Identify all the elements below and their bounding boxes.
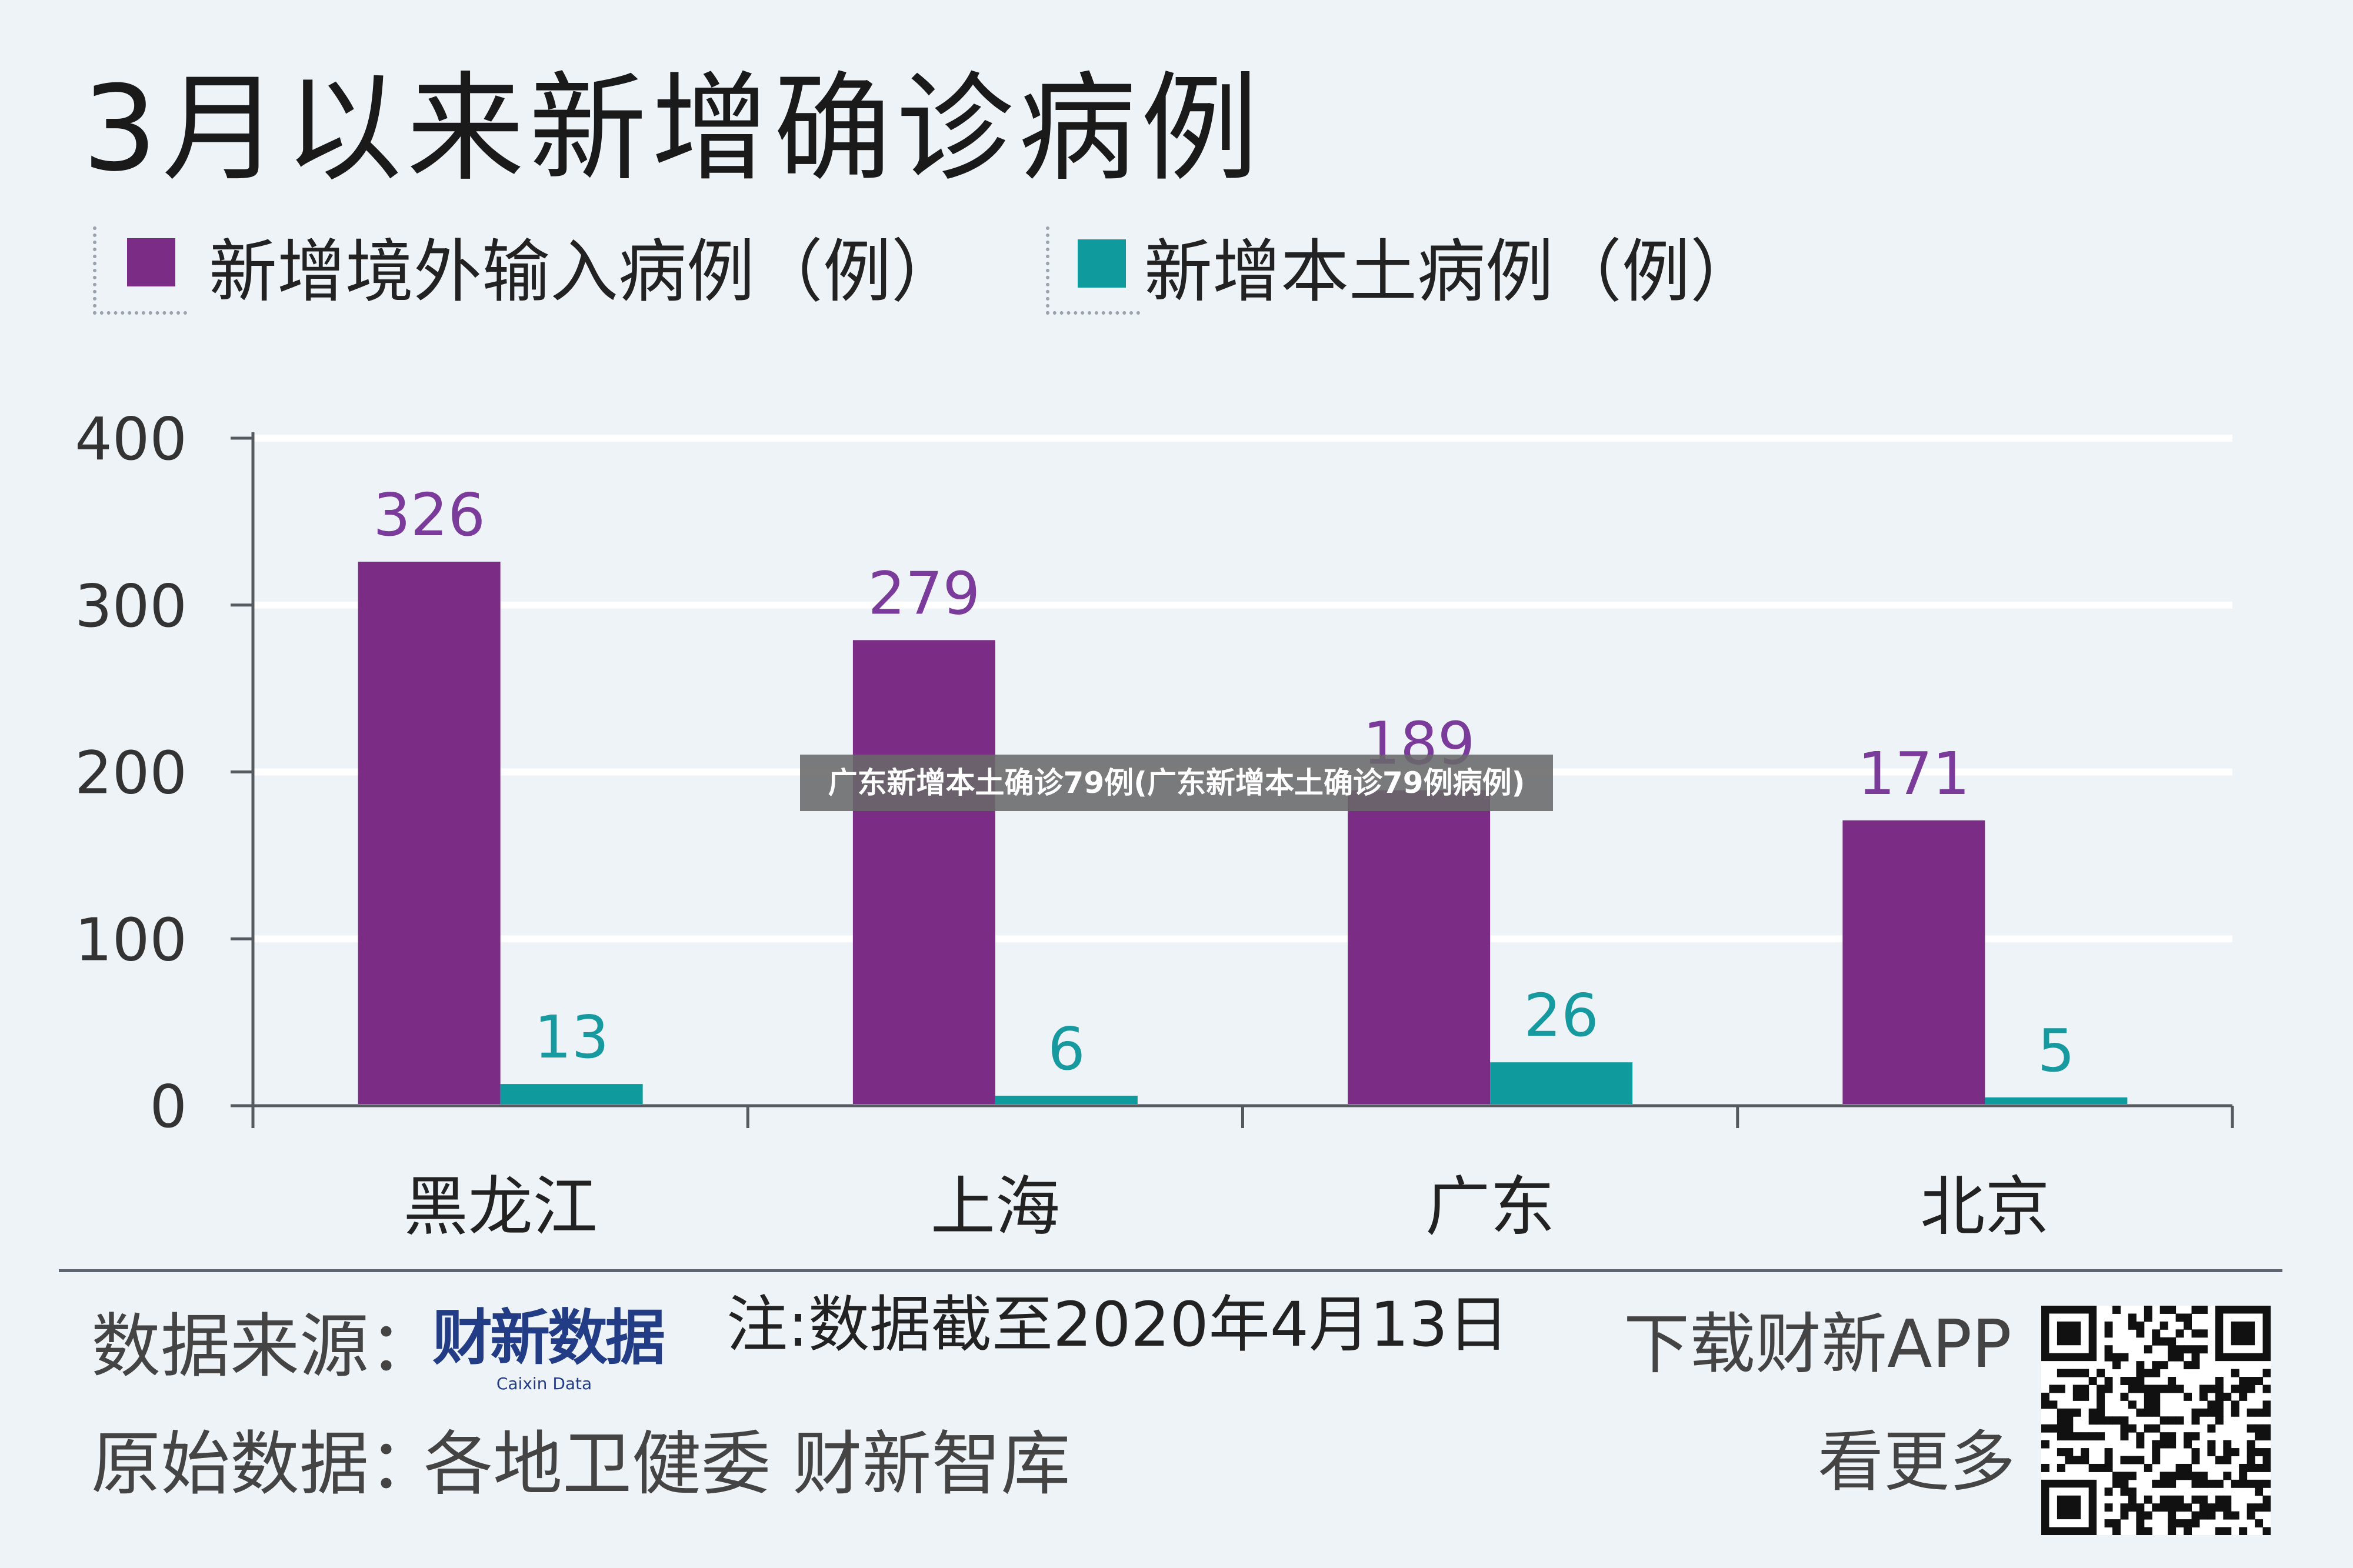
- data-note: 注:数据截至2020年4月13日: [726, 1289, 1509, 1360]
- overlay-caption: 广东新增本土确诊79例(广东新增本土确诊79例病例): [800, 755, 1553, 811]
- x-category-label: 广东: [1425, 1169, 1555, 1245]
- y-tick-label: 400: [75, 405, 187, 473]
- data-label-imported: 279: [868, 559, 980, 628]
- x-category-label: 上海: [931, 1169, 1060, 1245]
- original-data-label: 原始数据：: [91, 1423, 439, 1504]
- data-label-local: 26: [1524, 981, 1599, 1050]
- y-tick-label: 300: [75, 572, 187, 640]
- chart-title: 3月以来新增确诊病例: [82, 61, 1264, 198]
- source-label: 数据来源：: [91, 1306, 439, 1387]
- y-tick-label: 0: [149, 1072, 187, 1141]
- bar-local: [1490, 1062, 1633, 1104]
- qr-code-icon[interactable]: [2041, 1306, 2271, 1535]
- bar-imported: [1842, 820, 1985, 1104]
- data-label-imported: 171: [1858, 739, 1970, 808]
- x-category-label: 黑龙江: [404, 1169, 598, 1245]
- legend-label-imported: 新增境外输入病例（例）: [209, 232, 959, 312]
- data-label-local: 5: [2038, 1016, 2075, 1085]
- see-more-text: 看更多: [1818, 1424, 2015, 1500]
- original-data-value: 各地卫健委 财新智库: [424, 1423, 1071, 1504]
- brand-subtitle: Caixin Data: [496, 1374, 592, 1393]
- data-label-imported: 326: [373, 481, 485, 549]
- bar-imported: [852, 640, 995, 1104]
- bar-imported: [358, 561, 501, 1104]
- y-tick-label: 100: [75, 905, 187, 974]
- x-category-label: 北京: [1920, 1169, 2049, 1245]
- bar-local: [995, 1095, 1138, 1104]
- legend-swatch-local: [1078, 239, 1126, 288]
- bar-imported: [1348, 790, 1491, 1104]
- legend-swatch-imported: [127, 238, 175, 286]
- data-label-local: 6: [1048, 1015, 1085, 1083]
- legend-label-local: 新增本土病例（例）: [1144, 232, 1758, 312]
- legend-imported-marker: [93, 226, 187, 315]
- data-label-local: 13: [534, 1003, 609, 1072]
- y-tick-label: 200: [75, 739, 187, 808]
- legend-local-marker: [1046, 226, 1140, 315]
- brand-logo: 财新数据 Caixin Data: [432, 1303, 665, 1400]
- download-app-text: 下载财新APP: [1624, 1306, 2012, 1383]
- bar-local: [500, 1084, 643, 1104]
- brand-name: 财新数据: [432, 1303, 665, 1373]
- bar-local: [1985, 1097, 2128, 1104]
- footer-divider: [59, 1269, 2282, 1272]
